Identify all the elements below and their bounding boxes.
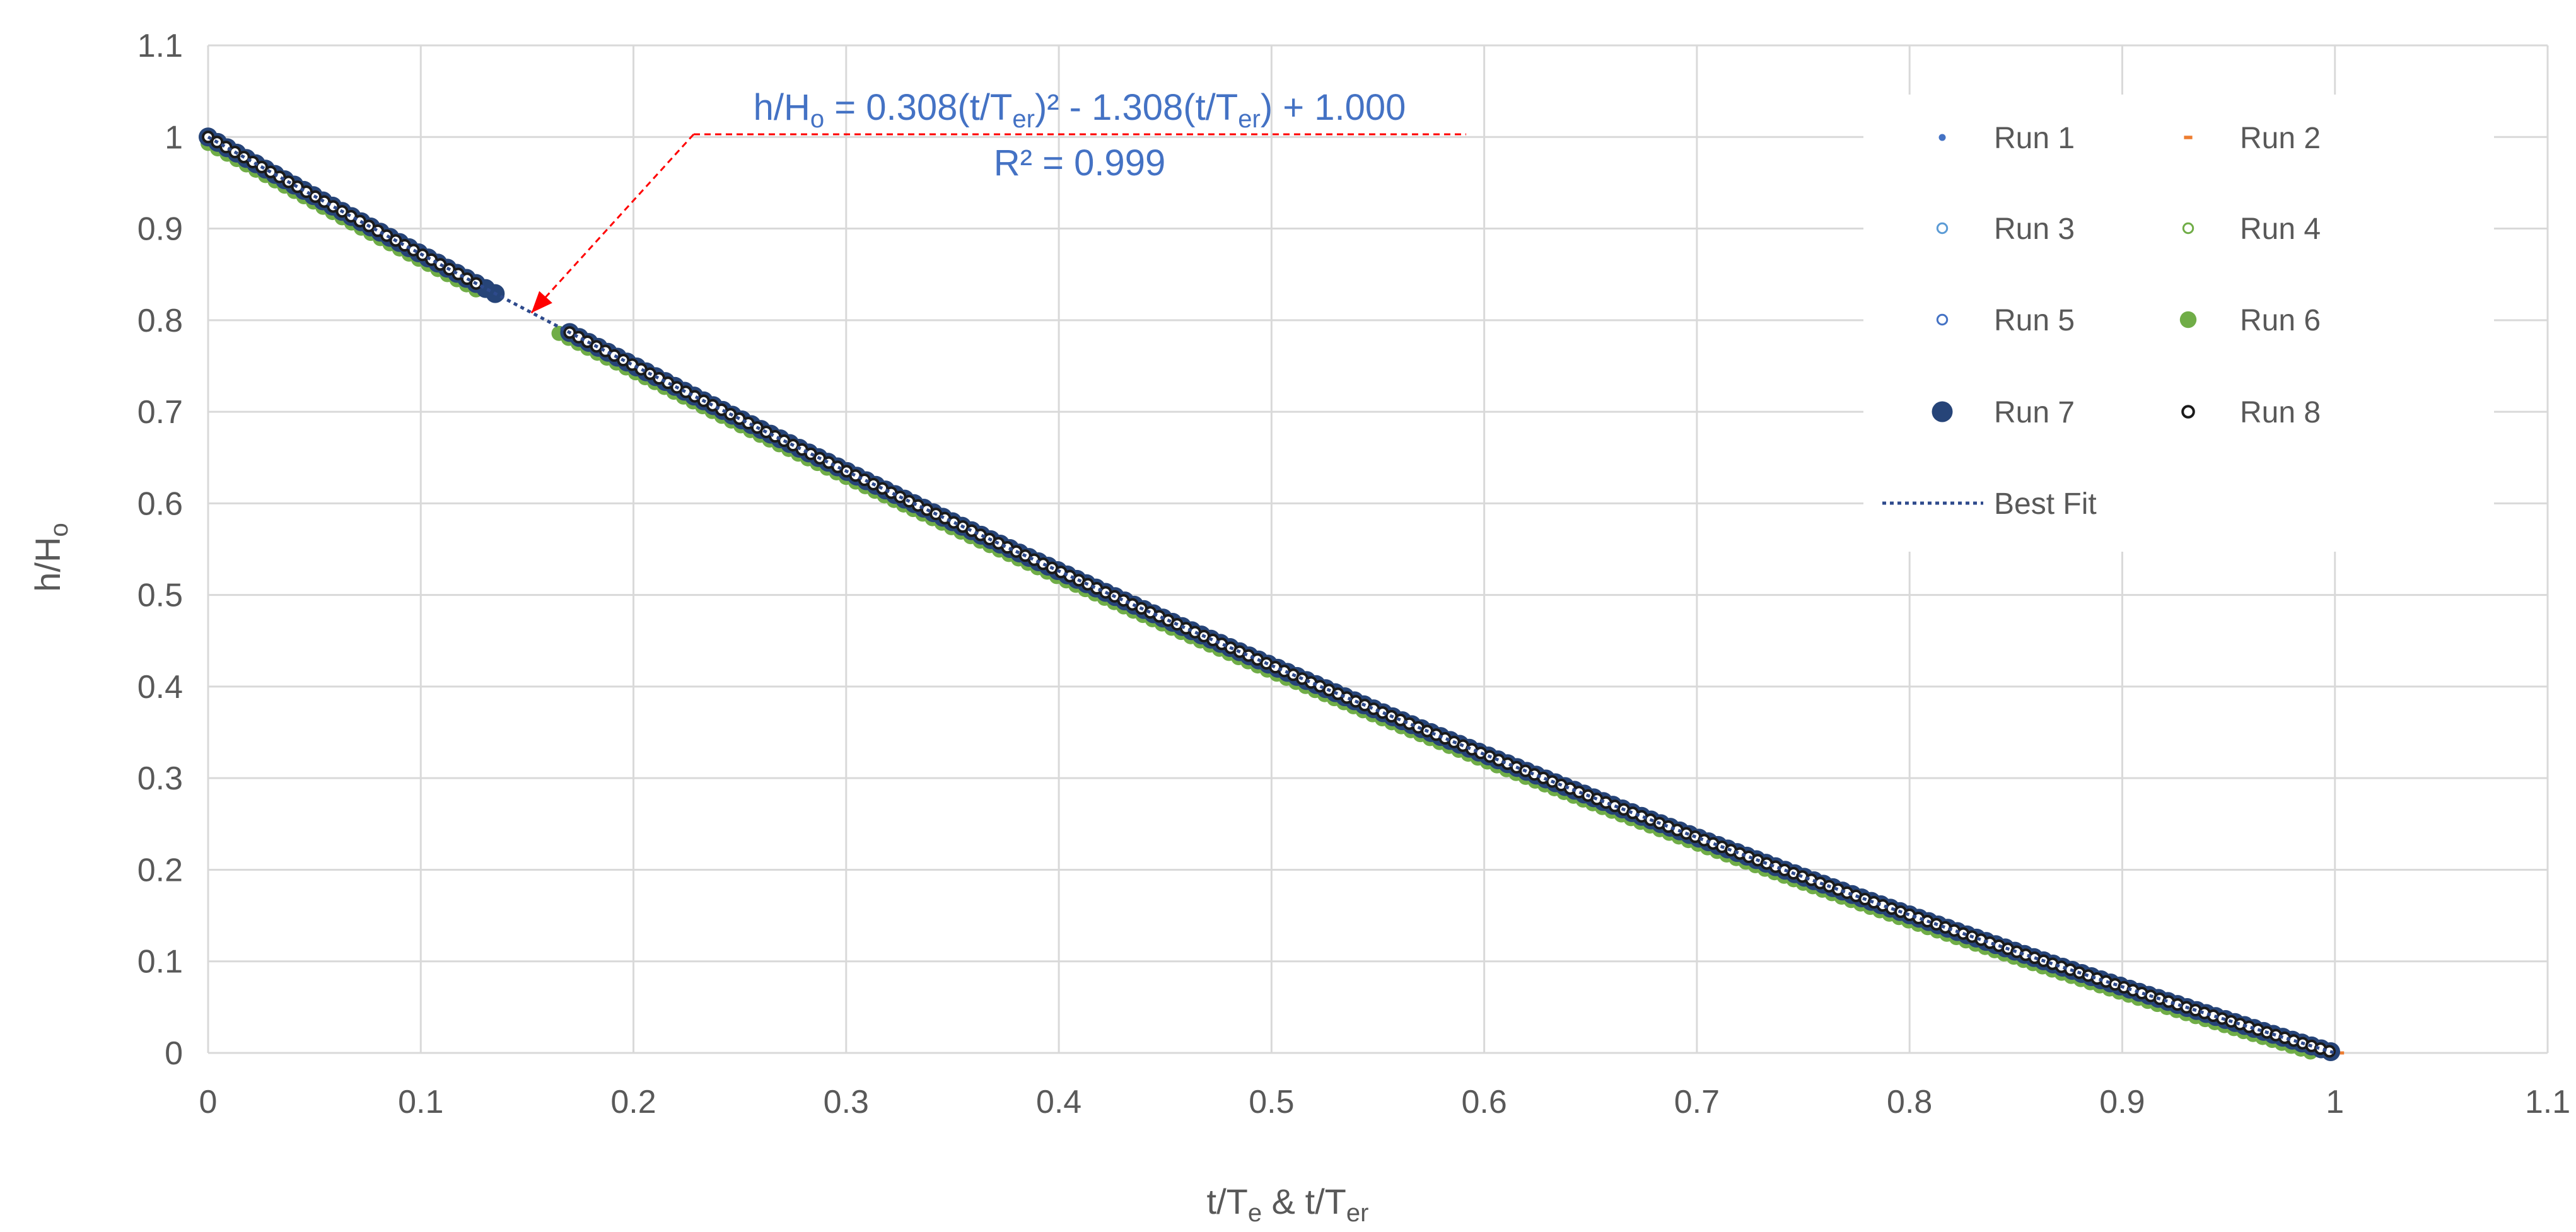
- legend-marker: [1938, 134, 1946, 141]
- x-tick-label: 0.7: [1674, 1084, 1720, 1120]
- legend-item: Run 7: [1932, 396, 2075, 429]
- legend-label: Run 8: [2240, 396, 2321, 429]
- x-tick-label: 1: [2326, 1084, 2344, 1120]
- legend-marker: [1936, 313, 1949, 326]
- x-tick-label: 0.8: [1887, 1084, 1932, 1120]
- fit-equation: h/Ho = 0.308(t/Ter)² - 1.308(t/Ter) + 1.…: [754, 87, 1406, 133]
- legend-background: [1863, 95, 2494, 552]
- legend-item: Run 8: [2181, 396, 2321, 429]
- legend-label: Run 7: [1994, 396, 2075, 429]
- x-tick-label: 0.9: [2099, 1084, 2145, 1120]
- annotation-arrow: [530, 133, 695, 314]
- fit-r-squared: R² = 0.999: [994, 142, 1165, 183]
- legend-marker: [1936, 222, 1949, 235]
- legend-item: Run 5: [1936, 304, 2075, 337]
- gridlines: [207, 44, 2549, 1054]
- legend-marker: [2179, 311, 2197, 328]
- legend-label: Run 3: [1994, 212, 2075, 246]
- legend-item-best-fit: Best Fit: [1882, 487, 2097, 521]
- y-tick-label: 0: [165, 1035, 183, 1072]
- legend-item: Run 4: [2182, 212, 2321, 246]
- y-tick-labels: 0 0.1 0.2 0.3 0.4 0.5 0.6 0.7 0.8 0.9 1 1.1: [137, 28, 183, 1072]
- legend-label: Run 1: [1994, 122, 2075, 155]
- x-axis-title: t/Te & t/Ter: [1207, 1182, 1369, 1227]
- x-tick-label: 0.3: [824, 1084, 869, 1120]
- x-tick-label: 0.1: [398, 1084, 443, 1120]
- legend-label: Run 4: [2240, 212, 2321, 246]
- legend-marker: [2182, 222, 2194, 235]
- x-tick-label: 0.6: [1461, 1084, 1507, 1120]
- y-tick-label: 0.4: [137, 669, 183, 706]
- y-tick-label: 0.6: [137, 485, 183, 522]
- y-tick-label: 0.3: [137, 760, 183, 797]
- y-tick-label: 0.7: [137, 394, 183, 431]
- legend-marker: [1932, 401, 1953, 422]
- y-tick-label: 0.8: [137, 303, 183, 339]
- legend-marker: [2181, 405, 2195, 419]
- legend-label: Run 5: [1994, 304, 2075, 337]
- annotation-arrowhead: [531, 291, 552, 313]
- x-tick-label: 0.5: [1249, 1084, 1294, 1120]
- legend-item: Run 6: [2179, 304, 2321, 337]
- x-tick-label: 0: [199, 1084, 218, 1120]
- x-tick-label: 0.4: [1036, 1084, 1081, 1120]
- y-axis-title: h/Ho: [28, 523, 73, 591]
- x-tick-labels: 0 0.1 0.2 0.3 0.4 0.5 0.6 0.7 0.8 0.9 1 1.1: [199, 1084, 2571, 1120]
- legend-label: Run 6: [2240, 304, 2321, 337]
- legend: Run 1 Run 2 Run 3 Run 4 Run 5 Run 6 Run 7 Run 8…: [1863, 95, 2494, 552]
- x-tick-label: 0.2: [610, 1084, 656, 1120]
- y-tick-label: 0.2: [137, 852, 183, 888]
- legend-item: Run 3: [1936, 212, 2075, 246]
- y-tick-label: 0.9: [137, 211, 183, 248]
- y-tick-label: 1: [165, 119, 183, 156]
- y-tick-label: 1.1: [137, 28, 183, 64]
- legend-item: Run 1: [1938, 122, 2075, 155]
- y-tick-label: 0.5: [137, 578, 183, 614]
- best-fit-line: [207, 136, 2336, 1055]
- legend-marker: [2184, 136, 2193, 139]
- x-tick-label: 1.1: [2525, 1084, 2570, 1120]
- legend-label: Best Fit: [1994, 487, 2097, 521]
- legend-item: Run 2: [2184, 122, 2321, 155]
- y-tick-label: 0.1: [137, 944, 183, 980]
- data-point: [2336, 1051, 2345, 1055]
- legend-label: Run 2: [2240, 122, 2321, 155]
